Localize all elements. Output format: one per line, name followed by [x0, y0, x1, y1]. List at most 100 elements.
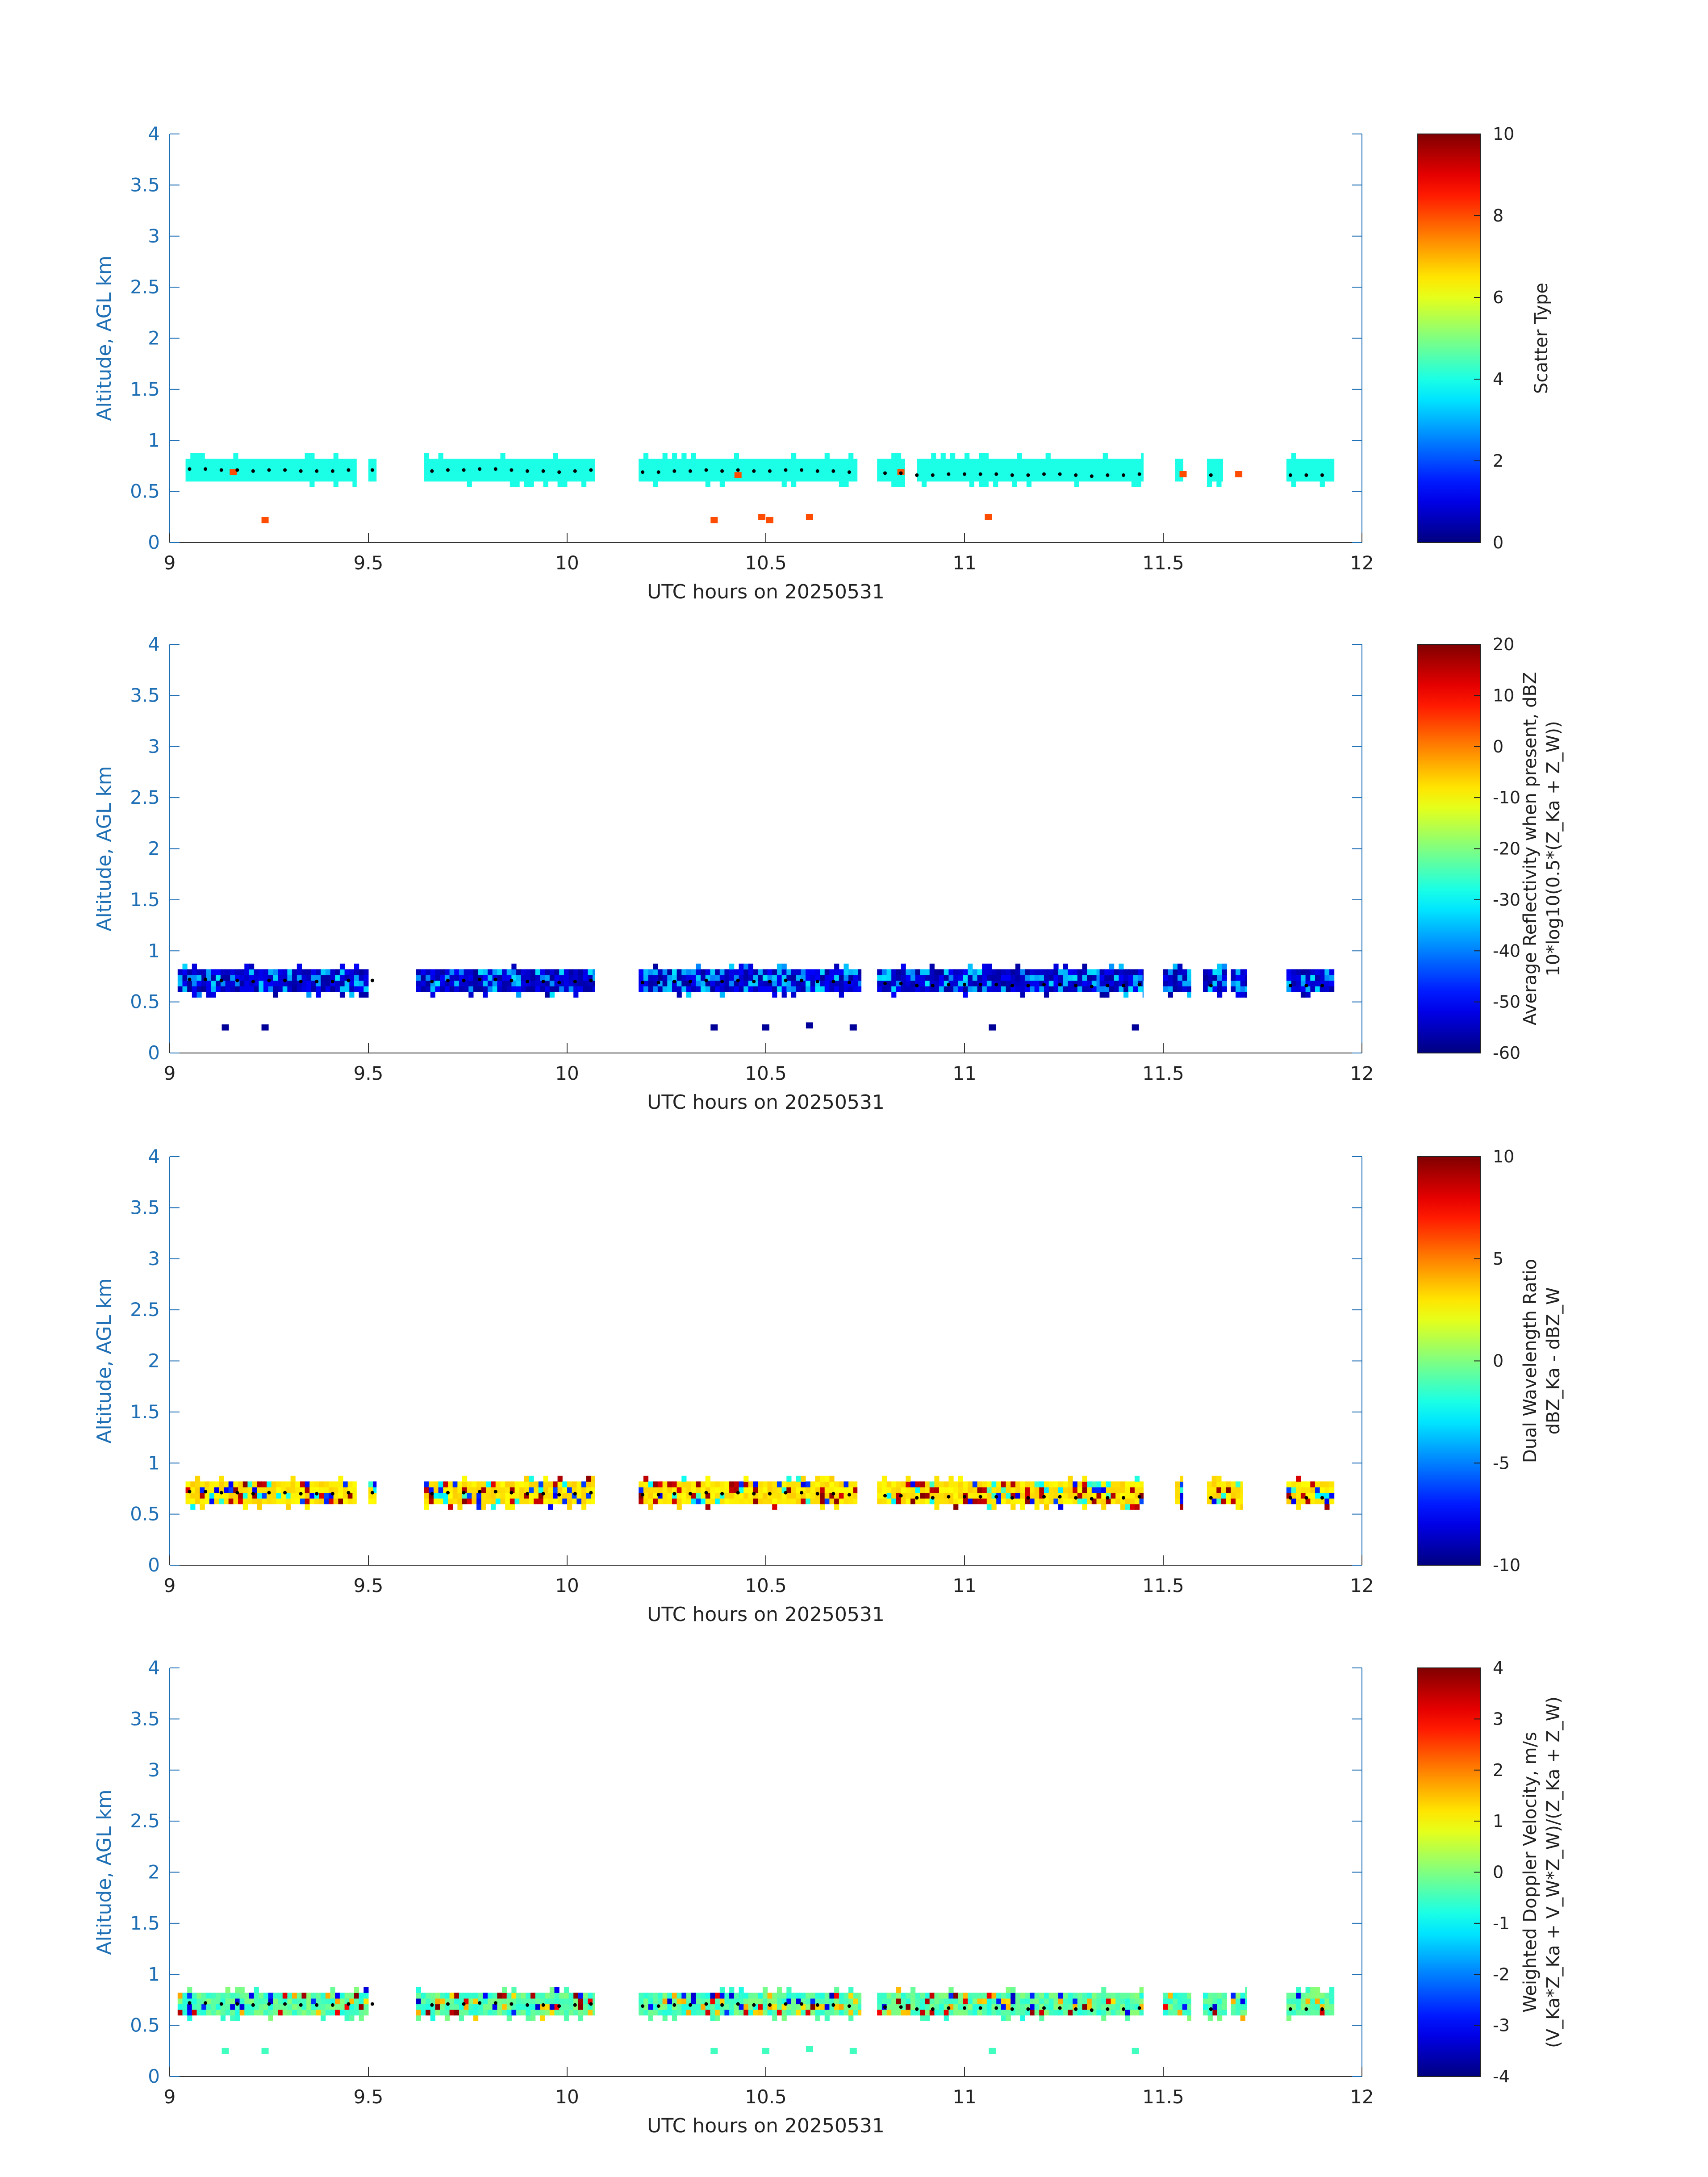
heatmap-cell — [1236, 991, 1241, 998]
heatmap-cell — [1060, 464, 1065, 471]
heatmap-cell — [1305, 476, 1311, 482]
heatmap-cell — [729, 1993, 735, 1999]
heatmap-cell — [1030, 969, 1035, 975]
colorbar-gradient — [1417, 134, 1481, 543]
heatmap-cell — [719, 1487, 725, 1493]
heatmap-cell — [1065, 464, 1070, 471]
heatmap-cell — [330, 1987, 335, 1993]
heatmap-cell — [696, 986, 701, 992]
heatmap-cell — [481, 459, 486, 465]
heatmap-cell — [268, 980, 273, 986]
heatmap-cell — [1217, 975, 1223, 981]
heatmap-cell — [1324, 476, 1330, 482]
heatmap-cell — [1231, 2010, 1236, 2016]
heatmap-cell — [591, 1475, 595, 1482]
heatmap-cell — [268, 986, 273, 992]
heatmap-cell — [282, 986, 288, 992]
heatmap-cell — [1168, 986, 1173, 992]
heatmap-cell — [262, 470, 267, 476]
heatmap-cell — [662, 2015, 668, 2021]
heatmap-cell — [724, 2004, 730, 2010]
heatmap-cell — [948, 1487, 954, 1493]
heatmap-cell — [1168, 1993, 1173, 1999]
heatmap-cell — [639, 986, 644, 992]
heatmap-cell — [521, 975, 526, 981]
scatter-cell — [989, 1024, 996, 1031]
heatmap-cell — [468, 1998, 474, 2005]
cloud-base-dot — [573, 1492, 577, 1496]
heatmap-cell — [519, 1498, 525, 1504]
heatmap-cell — [1296, 1492, 1301, 1499]
heatmap-cell — [972, 1481, 977, 1488]
heatmap-cell — [235, 1993, 240, 1999]
heatmap-cell — [1236, 969, 1241, 975]
heatmap-cell — [939, 2010, 944, 2016]
heatmap-cell — [214, 464, 219, 471]
heatmap-cell — [506, 975, 512, 981]
heatmap-cell — [1114, 969, 1119, 975]
heatmap-cell — [1074, 459, 1079, 465]
heatmap-cell — [254, 980, 259, 986]
heatmap-cell — [710, 975, 715, 981]
heatmap-cell — [1300, 1487, 1306, 1493]
heatmap-cell — [516, 969, 522, 975]
heatmap-cell — [829, 975, 835, 981]
heatmap-cell — [509, 459, 515, 465]
heatmap-cell — [739, 969, 744, 975]
heatmap-cell — [568, 980, 574, 986]
heatmap-cell — [543, 459, 548, 465]
heatmap-cell — [583, 969, 588, 975]
heatmap-cell — [1175, 464, 1180, 471]
heatmap-cell — [1020, 980, 1025, 986]
heatmap-cell — [1044, 980, 1049, 986]
heatmap-cell — [748, 1993, 753, 1999]
heatmap-cell — [290, 1475, 296, 1482]
heatmap-cell — [691, 1993, 696, 1999]
heatmap-cell — [877, 476, 882, 482]
heatmap-cell — [1217, 963, 1223, 969]
heatmap-cell — [295, 476, 301, 482]
heatmap-cell — [1240, 975, 1245, 981]
heatmap-cell — [1106, 1487, 1111, 1493]
heatmap-cell — [834, 1492, 839, 1499]
heatmap-cell — [991, 1993, 997, 1999]
heatmap-cell — [452, 470, 458, 476]
scatter-cell — [762, 1024, 769, 1031]
heatmap-cell — [1001, 1993, 1006, 1999]
x-tick-label: 11 — [952, 2086, 976, 2108]
y-tick-label: 2 — [148, 1350, 160, 1372]
heatmap-cell — [762, 986, 768, 992]
heatmap-cell — [209, 1487, 215, 1493]
heatmap-cell — [1034, 1481, 1040, 1488]
heatmap-cell — [1006, 1492, 1011, 1499]
heatmap-cell — [502, 975, 507, 981]
heatmap-cell — [1329, 459, 1335, 465]
heatmap-cell — [667, 1487, 672, 1493]
heatmap-cell — [948, 2010, 954, 2016]
heatmap-cell — [1182, 2010, 1187, 2016]
heatmap-cell — [686, 1498, 692, 1504]
y-tick-label: 3 — [148, 735, 160, 757]
heatmap-cell — [767, 2010, 773, 2016]
heatmap-cell — [568, 969, 574, 975]
heatmap-cell — [492, 1993, 497, 1999]
heatmap-cell — [1291, 453, 1296, 459]
x-tick-label: 11.5 — [1142, 2086, 1184, 2108]
cloud-base-dot — [251, 469, 255, 473]
heatmap-cell — [743, 980, 749, 986]
heatmap-cell — [986, 969, 992, 975]
heatmap-cell — [473, 2004, 479, 2010]
scatter-cell — [758, 514, 766, 520]
heatmap-cell — [1324, 986, 1330, 992]
heatmap-cell — [824, 1475, 830, 1482]
cloud-base-dot — [446, 468, 450, 472]
heatmap-cell — [948, 975, 954, 981]
heatmap-cell — [701, 975, 706, 981]
heatmap-cell — [657, 459, 663, 465]
heatmap-cell — [1114, 980, 1119, 986]
heatmap-cell — [948, 1475, 954, 1482]
heatmap-cell — [1305, 470, 1311, 476]
heatmap-cell — [434, 470, 439, 476]
heatmap-cell — [1055, 464, 1061, 471]
heatmap-cell — [639, 459, 644, 465]
